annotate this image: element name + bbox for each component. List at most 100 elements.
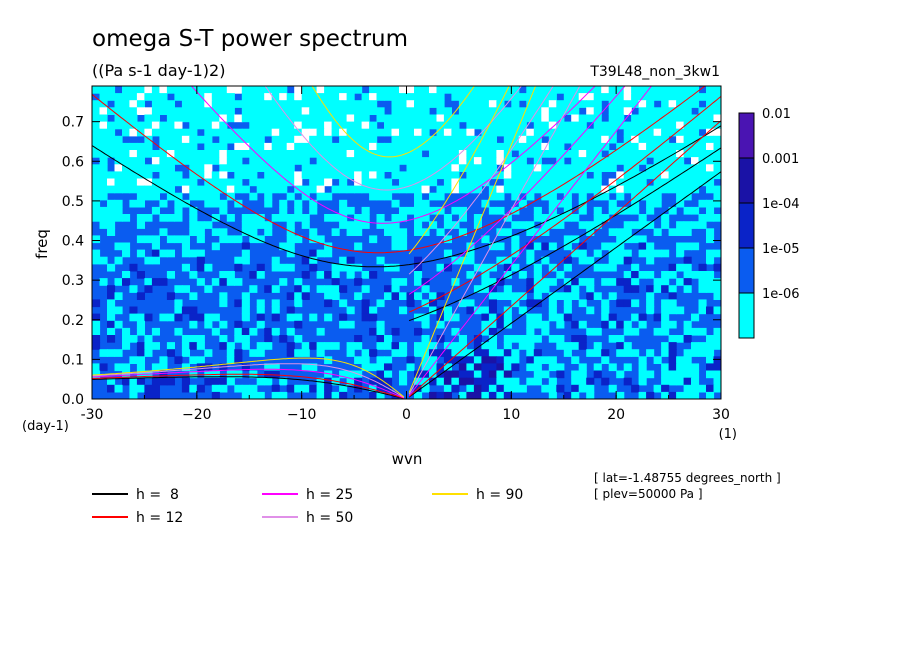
contour-cell <box>503 93 512 101</box>
contour-cell <box>646 242 655 251</box>
contour-cell <box>601 214 610 222</box>
contour-cell <box>196 192 205 201</box>
contour-cell <box>391 164 400 172</box>
contour-cell <box>391 221 400 229</box>
contour-cell <box>646 391 655 399</box>
contour-cell <box>443 356 452 364</box>
contour-cell <box>511 263 520 272</box>
contour-cell <box>286 228 295 236</box>
contour-cell <box>556 135 565 144</box>
contour-cell <box>533 320 542 329</box>
contour-cell <box>466 178 475 187</box>
contour-cell <box>481 356 490 364</box>
contour-cell <box>354 178 363 187</box>
contour-cell <box>271 256 280 265</box>
contour-cell <box>249 214 258 222</box>
contour-cell <box>436 135 445 144</box>
contour-cell <box>481 349 490 357</box>
contour-cell <box>436 263 445 272</box>
contour-cell <box>503 114 512 123</box>
contour-cell <box>496 349 505 357</box>
contour-cell <box>92 342 101 350</box>
contour-cell <box>249 157 258 165</box>
contour-cell <box>698 278 707 286</box>
contour-cell <box>466 86 475 94</box>
contour-cell <box>526 114 535 123</box>
contour-cell <box>706 150 715 158</box>
contour-cell <box>151 128 160 137</box>
contour-cell <box>136 221 145 229</box>
contour-cell <box>219 384 228 393</box>
contour-cell <box>174 86 183 94</box>
contour-cell <box>414 171 423 180</box>
contour-cell <box>586 391 595 399</box>
contour-cell <box>698 299 707 308</box>
contour-cell <box>384 363 393 372</box>
contour-cell <box>384 178 393 187</box>
contour-cell <box>294 349 303 357</box>
contour-cell <box>518 171 527 180</box>
contour-cell <box>496 356 505 364</box>
contour-cell <box>316 142 325 151</box>
contour-cell <box>384 356 393 364</box>
contour-cell <box>429 363 438 372</box>
contour-cell <box>496 278 505 286</box>
contour-cell <box>503 320 512 329</box>
contour-cell <box>466 157 475 165</box>
contour-cell <box>541 86 550 94</box>
contour-cell <box>548 206 557 215</box>
contour-cell <box>294 150 303 158</box>
contour-cell <box>249 349 258 357</box>
contour-cell <box>451 86 460 94</box>
contour-cell <box>219 228 228 236</box>
contour-cell <box>488 142 497 151</box>
contour-cell <box>339 370 348 379</box>
contour-cell <box>421 164 430 172</box>
contour-cell <box>661 86 670 94</box>
contour-cell <box>129 377 138 386</box>
contour-cell <box>616 278 625 286</box>
contour-cell <box>361 285 370 293</box>
contour-cell <box>638 142 647 151</box>
contour-cell <box>136 199 145 208</box>
contour-cell <box>436 171 445 180</box>
contour-cell <box>443 135 452 144</box>
contour-cell <box>399 228 408 236</box>
contour-cell <box>503 214 512 222</box>
contour-cell <box>556 157 565 165</box>
contour-cell <box>646 128 655 137</box>
contour-cell <box>324 142 333 151</box>
contour-cell <box>526 363 535 372</box>
contour-cell <box>249 135 258 144</box>
contour-cell <box>683 242 692 251</box>
contour-cell <box>107 107 116 115</box>
contour-cell <box>473 342 482 350</box>
contour-cell <box>406 299 415 308</box>
contour-cell <box>548 114 557 123</box>
contour-cell <box>481 121 490 130</box>
contour-cell <box>548 192 557 201</box>
contour-cell <box>676 263 685 272</box>
contour-cell <box>174 299 183 308</box>
contour-cell <box>129 114 138 123</box>
contour-cell <box>488 384 497 393</box>
contour-cell <box>608 121 617 130</box>
contour-cell <box>713 100 721 108</box>
contour-cell <box>616 228 625 236</box>
contour-cell <box>698 214 707 222</box>
contour-cell <box>488 292 497 300</box>
contour-cell <box>361 150 370 158</box>
contour-cell <box>406 206 415 215</box>
contour-cell <box>668 342 677 350</box>
contour-cell <box>578 206 587 215</box>
contour-cell <box>436 142 445 151</box>
contour-cell <box>144 135 153 144</box>
contour-cell <box>706 135 715 144</box>
contour-cell <box>264 178 273 187</box>
contour-cell <box>421 335 430 343</box>
contour-cell <box>226 214 235 222</box>
contour-cell <box>578 128 587 137</box>
contour-cell <box>249 107 258 115</box>
contour-cell <box>511 107 520 115</box>
contour-cell <box>196 150 205 158</box>
